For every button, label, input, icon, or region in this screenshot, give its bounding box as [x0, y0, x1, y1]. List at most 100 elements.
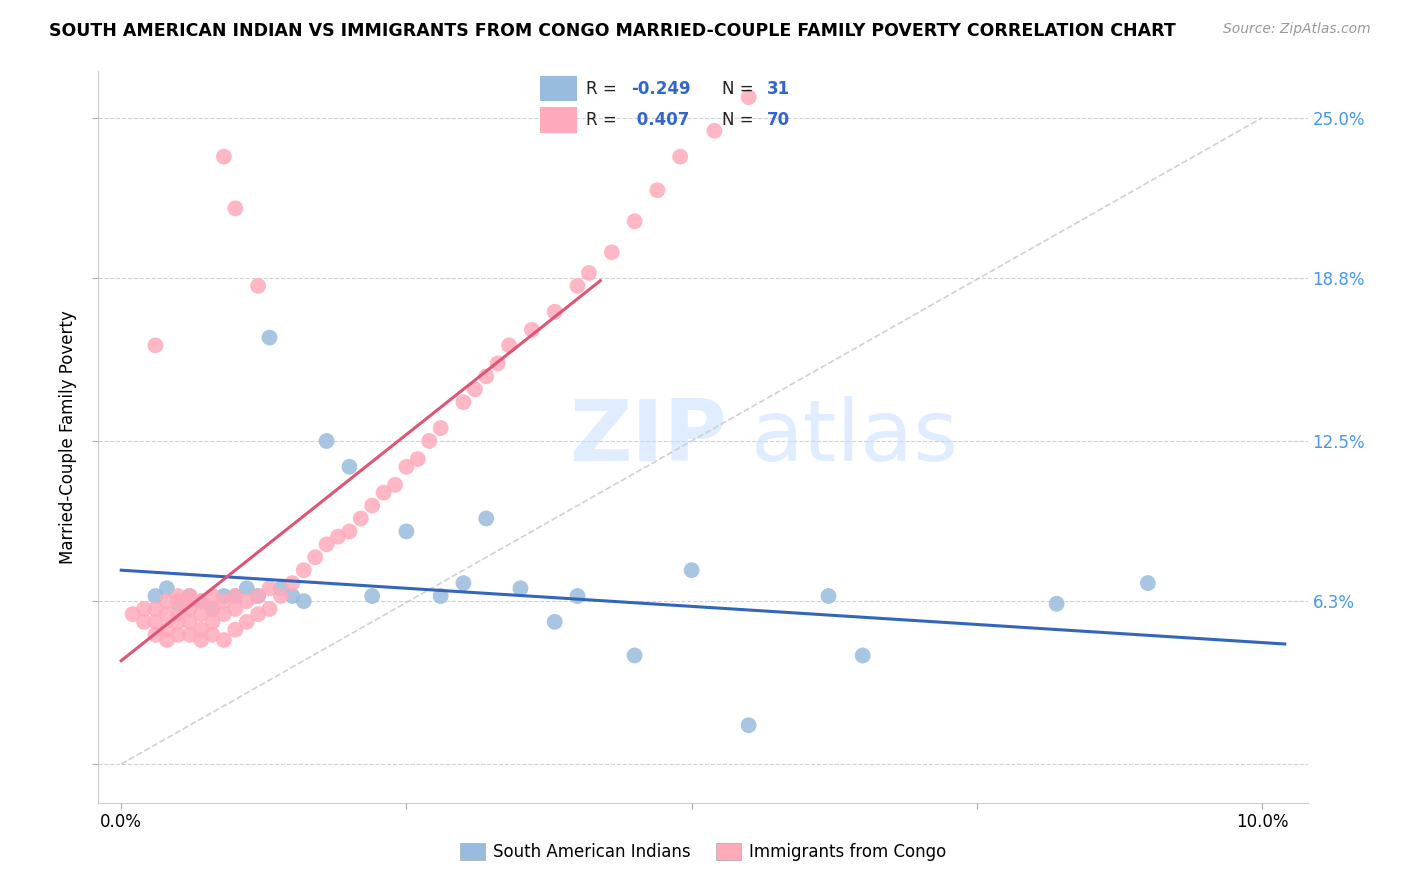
Point [167, 594, 190, 608]
Text: 0.407: 0.407 [631, 112, 689, 129]
Text: 31: 31 [768, 79, 790, 98]
Point [145, 602, 167, 616]
Point [737, 718, 759, 732]
Point [212, 589, 235, 603]
Point [270, 582, 292, 596]
Text: ZIP: ZIP [569, 395, 727, 479]
Text: R =: R = [586, 79, 621, 98]
Point [509, 582, 531, 596]
Point [235, 594, 257, 608]
Point [156, 607, 179, 621]
Point [350, 511, 373, 525]
Point [315, 537, 337, 551]
Point [224, 202, 246, 216]
Point [384, 478, 406, 492]
Text: N =: N = [721, 79, 759, 98]
Point [304, 550, 326, 565]
Point [486, 356, 509, 370]
Text: N =: N = [721, 112, 759, 129]
Point [156, 594, 179, 608]
Point [212, 632, 235, 647]
Point [145, 615, 167, 629]
Point [224, 602, 246, 616]
Point [190, 594, 212, 608]
Point [247, 589, 270, 603]
Point [1136, 576, 1159, 591]
Point [361, 499, 384, 513]
Point [544, 615, 567, 629]
Point [156, 623, 179, 637]
Point [224, 589, 246, 603]
Point [201, 628, 224, 642]
Point [167, 615, 190, 629]
Point [464, 382, 486, 396]
Point [337, 459, 360, 474]
Point [167, 607, 190, 621]
Point [292, 563, 315, 577]
Point [201, 589, 224, 603]
Text: R =: R = [586, 112, 621, 129]
Point [121, 607, 143, 621]
Point [212, 607, 235, 621]
Text: 70: 70 [768, 112, 790, 129]
Point [453, 395, 475, 409]
Point [156, 632, 179, 647]
Point [145, 628, 167, 642]
Point [567, 278, 589, 293]
Point [600, 245, 623, 260]
Point [395, 524, 418, 539]
Point [247, 607, 270, 621]
Point [201, 602, 224, 616]
Point [190, 623, 212, 637]
Point [179, 628, 201, 642]
Point [361, 589, 384, 603]
Point [337, 524, 360, 539]
Point [703, 124, 725, 138]
Point [1046, 597, 1069, 611]
Point [167, 628, 190, 642]
Point [567, 589, 589, 603]
Point [647, 183, 669, 197]
Point [259, 582, 281, 596]
Point [179, 589, 201, 603]
Point [145, 589, 167, 603]
Point [817, 589, 839, 603]
Text: atlas: atlas [751, 395, 959, 479]
Point [315, 434, 337, 448]
Point [475, 369, 498, 384]
Point [852, 648, 875, 663]
Point [201, 615, 224, 629]
Point [259, 330, 281, 344]
Point [179, 602, 201, 616]
Point [623, 214, 645, 228]
Point [156, 582, 179, 596]
Point [669, 150, 692, 164]
Point [270, 589, 292, 603]
Y-axis label: Married-Couple Family Poverty: Married-Couple Family Poverty [59, 310, 77, 564]
Point [179, 589, 201, 603]
Point [281, 589, 304, 603]
Point [453, 576, 475, 591]
Point [145, 338, 167, 352]
Point [498, 338, 520, 352]
Point [292, 594, 315, 608]
Point [578, 266, 600, 280]
Point [326, 530, 349, 544]
Point [373, 485, 395, 500]
Point [212, 150, 235, 164]
Point [406, 452, 429, 467]
Legend: South American Indians, Immigrants from Congo: South American Indians, Immigrants from … [453, 836, 953, 868]
Point [224, 623, 246, 637]
Point [235, 582, 257, 596]
Point [623, 648, 645, 663]
Point [429, 421, 451, 435]
Point [281, 576, 304, 591]
Point [520, 323, 543, 337]
Point [179, 615, 201, 629]
Point [259, 602, 281, 616]
Text: -0.249: -0.249 [631, 79, 690, 98]
Point [681, 563, 703, 577]
Point [429, 589, 451, 603]
Point [235, 615, 257, 629]
Bar [540, 76, 576, 102]
